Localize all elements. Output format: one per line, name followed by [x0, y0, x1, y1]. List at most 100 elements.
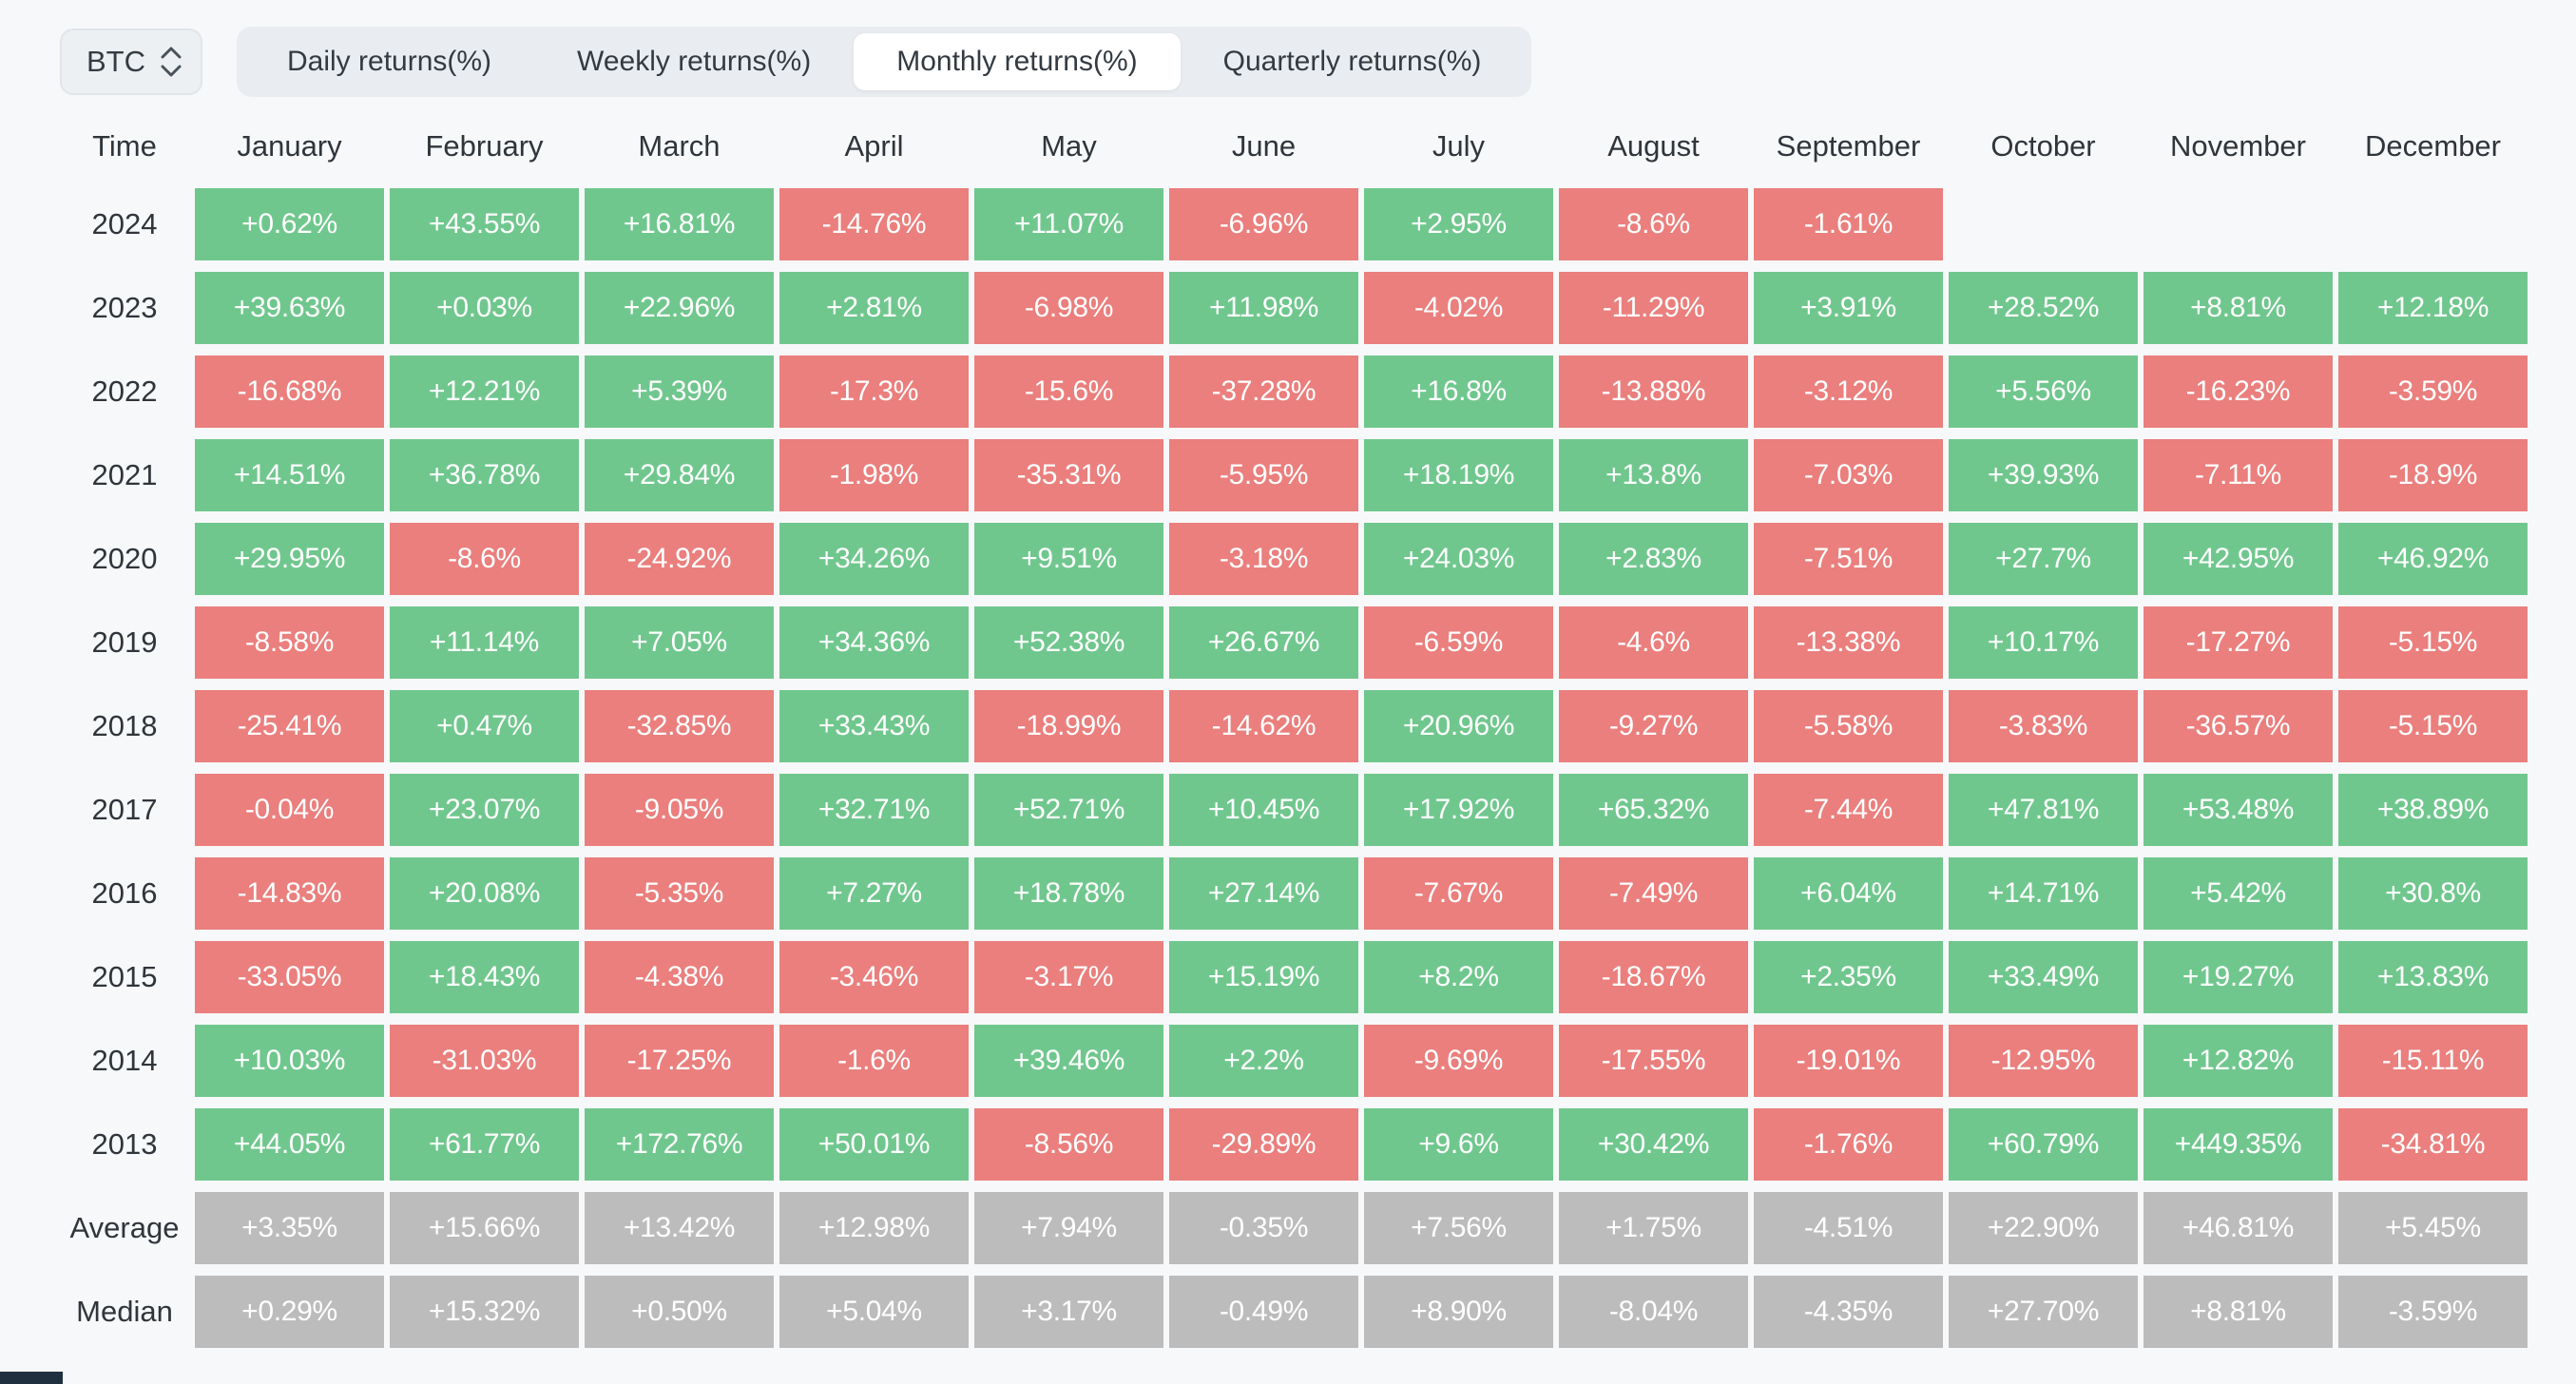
return-cell-2023-october: +28.52% — [1949, 272, 2138, 344]
return-cell-2015-february: +18.43% — [390, 941, 579, 1013]
return-cell-2022-june: -37.28% — [1169, 356, 1358, 428]
summary-cell-average-july: +7.56% — [1364, 1192, 1553, 1264]
summary-cell-median-march: +0.50% — [585, 1276, 774, 1348]
return-cell-2021-april: -1.98% — [779, 439, 969, 511]
return-cell-2015-march: -4.38% — [585, 941, 774, 1013]
return-cell-2024-may: +11.07% — [974, 188, 1163, 260]
tab-quarterly[interactable]: Quarterly returns(%) — [1222, 46, 1482, 77]
summary-cell-average-january: +3.35% — [195, 1192, 384, 1264]
empty-cell — [2338, 188, 2528, 260]
summary-cell-median-september: -4.35% — [1754, 1276, 1943, 1348]
return-cell-2019-december: -5.15% — [2338, 606, 2528, 679]
return-cell-2023-january: +39.63% — [195, 272, 384, 344]
return-cell-2018-december: -5.15% — [2338, 690, 2528, 762]
return-cell-2014-september: -19.01% — [1754, 1025, 1943, 1097]
return-cell-2015-january: -33.05% — [195, 941, 384, 1013]
return-cell-2024-april: -14.76% — [779, 188, 969, 260]
return-cell-2019-february: +11.14% — [390, 606, 579, 679]
return-cell-2015-december: +13.83% — [2338, 941, 2528, 1013]
return-cell-2022-october: +5.56% — [1949, 356, 2138, 428]
return-cell-2014-november: +12.82% — [2143, 1025, 2333, 1097]
toolbar: BTC Daily returns(%) Weekly returns(%) Mon… — [60, 27, 1532, 97]
year-label: 2024 — [91, 207, 158, 240]
return-cell-2020-november: +42.95% — [2143, 523, 2333, 595]
table-row-2020: 2020 +29.95% -8.6% -24.92% +34.26% +9.51% -3.1… — [60, 523, 2528, 595]
summary-cell-median-october: +27.70% — [1949, 1276, 2138, 1348]
return-cell-2016-august: -7.49% — [1559, 857, 1748, 930]
month-header-december: December — [2365, 129, 2501, 163]
tab-daily[interactable]: Daily returns(%) — [287, 46, 492, 77]
table-row-2021: 2021 +14.51% +36.78% +29.84% -1.98% -35.31% -5… — [60, 439, 2528, 511]
empty-cell — [1949, 188, 2138, 260]
return-cell-2017-december: +38.89% — [2338, 774, 2528, 846]
return-cell-2019-october: +10.17% — [1949, 606, 2138, 679]
summary-cell-median-april: +5.04% — [779, 1276, 969, 1348]
return-cell-2019-may: +52.38% — [974, 606, 1163, 679]
summary-cell-median-august: -8.04% — [1559, 1276, 1748, 1348]
return-cell-2018-may: -18.99% — [974, 690, 1163, 762]
return-cell-2018-november: -36.57% — [2143, 690, 2333, 762]
table-row-2022: 2022 -16.68% +12.21% +5.39% -17.3% -15.6% -37.… — [60, 356, 2528, 428]
return-cell-2014-august: -17.55% — [1559, 1025, 1748, 1097]
return-cell-2019-january: -8.58% — [195, 606, 384, 679]
month-header-january: January — [237, 129, 342, 163]
return-cell-2021-may: -35.31% — [974, 439, 1163, 511]
return-cell-2019-november: -17.27% — [2143, 606, 2333, 679]
return-cell-2018-july: +20.96% — [1364, 690, 1553, 762]
return-cell-2022-december: -3.59% — [2338, 356, 2528, 428]
return-cell-2013-december: -34.81% — [2338, 1108, 2528, 1181]
summary-cell-average-december: +5.45% — [2338, 1192, 2528, 1264]
year-label: 2021 — [91, 458, 158, 491]
table-header-row: Time January February March April May June Jul… — [60, 105, 2528, 188]
return-cell-2022-september: -3.12% — [1754, 356, 1943, 428]
return-cell-2023-july: -4.02% — [1364, 272, 1553, 344]
return-cell-2016-september: +6.04% — [1754, 857, 1943, 930]
return-cell-2017-march: -9.05% — [585, 774, 774, 846]
year-label: 2022 — [91, 375, 158, 408]
returns-period-tabs: Daily returns(%) Weekly returns(%) Monthly… — [237, 27, 1532, 97]
year-label: 2014 — [91, 1044, 158, 1077]
return-cell-2015-april: -3.46% — [779, 941, 969, 1013]
monthly-returns-table: Time January February March April May June Jul… — [60, 105, 2528, 1359]
return-cell-2021-january: +14.51% — [195, 439, 384, 511]
return-cell-2020-march: -24.92% — [585, 523, 774, 595]
tab-monthly[interactable]: Monthly returns(%) — [854, 33, 1181, 90]
summary-row-label: Average — [69, 1211, 180, 1244]
bottom-left-edge-bar — [0, 1372, 63, 1384]
return-cell-2020-april: +34.26% — [779, 523, 969, 595]
month-header-may: May — [1041, 129, 1097, 163]
month-header-august: August — [1607, 129, 1700, 163]
return-cell-2019-june: +26.67% — [1169, 606, 1358, 679]
summary-cell-average-august: +1.75% — [1559, 1192, 1748, 1264]
return-cell-2019-september: -13.38% — [1754, 606, 1943, 679]
return-cell-2022-february: +12.21% — [390, 356, 579, 428]
return-cell-2014-may: +39.46% — [974, 1025, 1163, 1097]
return-cell-2015-november: +19.27% — [2143, 941, 2333, 1013]
table-row-2016: 2016 -14.83% +20.08% -5.35% +7.27% +18.78% +27… — [60, 857, 2528, 930]
return-cell-2018-february: +0.47% — [390, 690, 579, 762]
month-header-february: February — [425, 129, 544, 163]
return-cell-2019-august: -4.6% — [1559, 606, 1748, 679]
symbol-select[interactable]: BTC — [60, 29, 202, 95]
return-cell-2023-september: +3.91% — [1754, 272, 1943, 344]
return-cell-2023-february: +0.03% — [390, 272, 579, 344]
tab-weekly[interactable]: Weekly returns(%) — [577, 46, 812, 77]
return-cell-2023-december: +12.18% — [2338, 272, 2528, 344]
return-cell-2022-august: -13.88% — [1559, 356, 1748, 428]
return-cell-2021-december: -18.9% — [2338, 439, 2528, 511]
return-cell-2015-september: +2.35% — [1754, 941, 1943, 1013]
return-cell-2018-january: -25.41% — [195, 690, 384, 762]
return-cell-2023-june: +11.98% — [1169, 272, 1358, 344]
return-cell-2016-february: +20.08% — [390, 857, 579, 930]
month-header-march: March — [638, 129, 721, 163]
return-cell-2023-august: -11.29% — [1559, 272, 1748, 344]
return-cell-2015-july: +8.2% — [1364, 941, 1553, 1013]
return-cell-2022-july: +16.8% — [1364, 356, 1553, 428]
return-cell-2017-august: +65.32% — [1559, 774, 1748, 846]
return-cell-2018-june: -14.62% — [1169, 690, 1358, 762]
summary-cell-median-june: -0.49% — [1169, 1276, 1358, 1348]
return-cell-2016-november: +5.42% — [2143, 857, 2333, 930]
table-row-2017: 2017 -0.04% +23.07% -9.05% +32.71% +52.71% +10… — [60, 774, 2528, 846]
summary-cell-average-november: +46.81% — [2143, 1192, 2333, 1264]
return-cell-2018-march: -32.85% — [585, 690, 774, 762]
